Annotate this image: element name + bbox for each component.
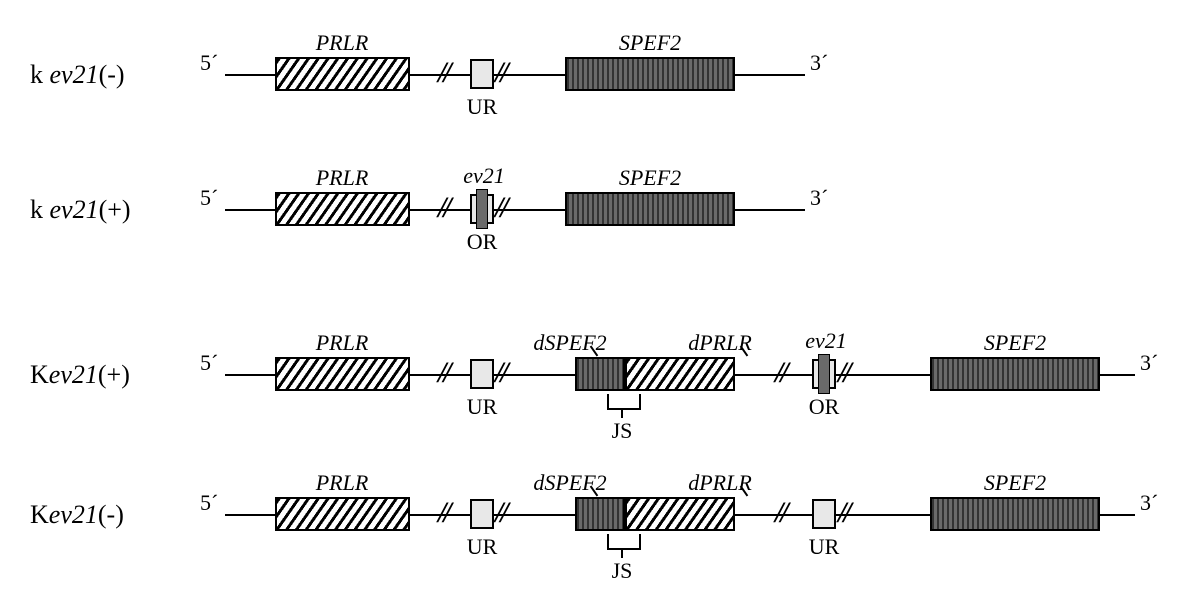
gene-box-SPEF2 [565, 192, 735, 226]
break-mark: // [438, 56, 449, 90]
gene-box-dSPEF2 [575, 497, 625, 531]
row-label-r4: Kev21(-) [30, 500, 124, 530]
break-mark: // [838, 356, 849, 390]
gene-label-SPEF2: SPEF2 [619, 165, 681, 191]
ev21-insert [476, 189, 488, 229]
junction-bracket [607, 394, 641, 410]
row-label-r2: k ev21(+) [30, 195, 131, 225]
junction-bracket [607, 534, 641, 550]
break-mark: // [438, 496, 449, 530]
gene-box-dPRLR [625, 497, 735, 531]
gene-box-dSPEF2 [575, 357, 625, 391]
gene-label-SPEF2: SPEF2 [619, 30, 681, 56]
gene-label-PRLR: PRLR [316, 330, 369, 356]
row-label-prefix: K [30, 500, 49, 529]
gene-box-PRLR [275, 497, 410, 531]
gene-label-PRLR: PRLR [316, 165, 369, 191]
row-label-prefix: K [30, 360, 49, 389]
junction-stem [621, 408, 623, 418]
row-label-gene: ev21 [50, 195, 99, 224]
gene-label-SPEF2: SPEF2 [984, 330, 1046, 356]
junction-label: JS [612, 558, 633, 584]
region-box-UR [470, 499, 494, 529]
break-mark: // [438, 356, 449, 390]
region-label-UR: UR [467, 534, 498, 560]
break-mark: // [495, 496, 506, 530]
three-prime-label: 3´ [1140, 350, 1158, 376]
break-mark: // [495, 56, 506, 90]
break-mark: // [495, 191, 506, 225]
three-prime-label: 3´ [810, 185, 828, 211]
gene-box-SPEF2 [930, 497, 1100, 531]
row-label-prefix: k [30, 195, 50, 224]
region-label-OR: OR [809, 394, 840, 420]
five-prime-label: 5´ [200, 50, 218, 76]
gene-label-dPRLR: dPRLR [688, 470, 752, 496]
row-label-gene: ev21 [49, 500, 98, 529]
gene-label-dPRLR: dPRLR [688, 330, 752, 356]
row-label-gene: ev21 [50, 60, 99, 89]
region-label-UR: UR [467, 94, 498, 120]
three-prime-label: 3´ [810, 50, 828, 76]
region-box-UR [470, 359, 494, 389]
row-label-suffix: (-) [99, 60, 125, 89]
break-mark: // [775, 356, 786, 390]
gene-label-PRLR: PRLR [316, 470, 369, 496]
five-prime-label: 5´ [200, 490, 218, 516]
ev21-label: ev21 [463, 163, 505, 189]
row-label-suffix: (-) [98, 500, 124, 529]
region-box-UR [470, 59, 494, 89]
five-prime-label: 5´ [200, 185, 218, 211]
row-label-r1: k ev21(-) [30, 60, 125, 90]
row-label-suffix: (+) [98, 360, 130, 389]
three-prime-label: 3´ [1140, 490, 1158, 516]
five-prime-label: 5´ [200, 350, 218, 376]
gene-box-PRLR [275, 357, 410, 391]
break-mark: // [838, 496, 849, 530]
gene-box-PRLR [275, 192, 410, 226]
gene-box-SPEF2 [565, 57, 735, 91]
row-label-r3: Kev21(+) [30, 360, 130, 390]
gene-diagram: k ev21(-)5´3´PRLRSPEF2////URk ev21(+)5´3… [20, 20, 1164, 592]
break-mark: // [438, 191, 449, 225]
break-mark: // [495, 356, 506, 390]
region-label-UR: UR [467, 394, 498, 420]
gene-box-SPEF2 [930, 357, 1100, 391]
gene-label-PRLR: PRLR [316, 30, 369, 56]
region-label-UR: UR [809, 534, 840, 560]
region-label-OR: OR [467, 229, 498, 255]
gene-box-dPRLR [625, 357, 735, 391]
row-label-prefix: k [30, 60, 50, 89]
gene-label-SPEF2: SPEF2 [984, 470, 1046, 496]
break-mark: // [775, 496, 786, 530]
junction-label: JS [612, 418, 633, 444]
region-box-UR [812, 499, 836, 529]
row-label-suffix: (+) [99, 195, 131, 224]
junction-stem [621, 548, 623, 558]
gene-box-PRLR [275, 57, 410, 91]
row-label-gene: ev21 [49, 360, 98, 389]
ev21-label: ev21 [805, 328, 847, 354]
ev21-insert [818, 354, 830, 394]
